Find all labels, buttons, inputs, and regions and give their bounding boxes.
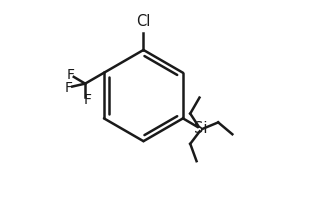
Text: F: F <box>83 93 91 107</box>
Text: F: F <box>67 68 74 82</box>
Text: Cl: Cl <box>136 14 151 29</box>
Text: F: F <box>64 81 72 95</box>
Text: Si: Si <box>194 121 208 136</box>
